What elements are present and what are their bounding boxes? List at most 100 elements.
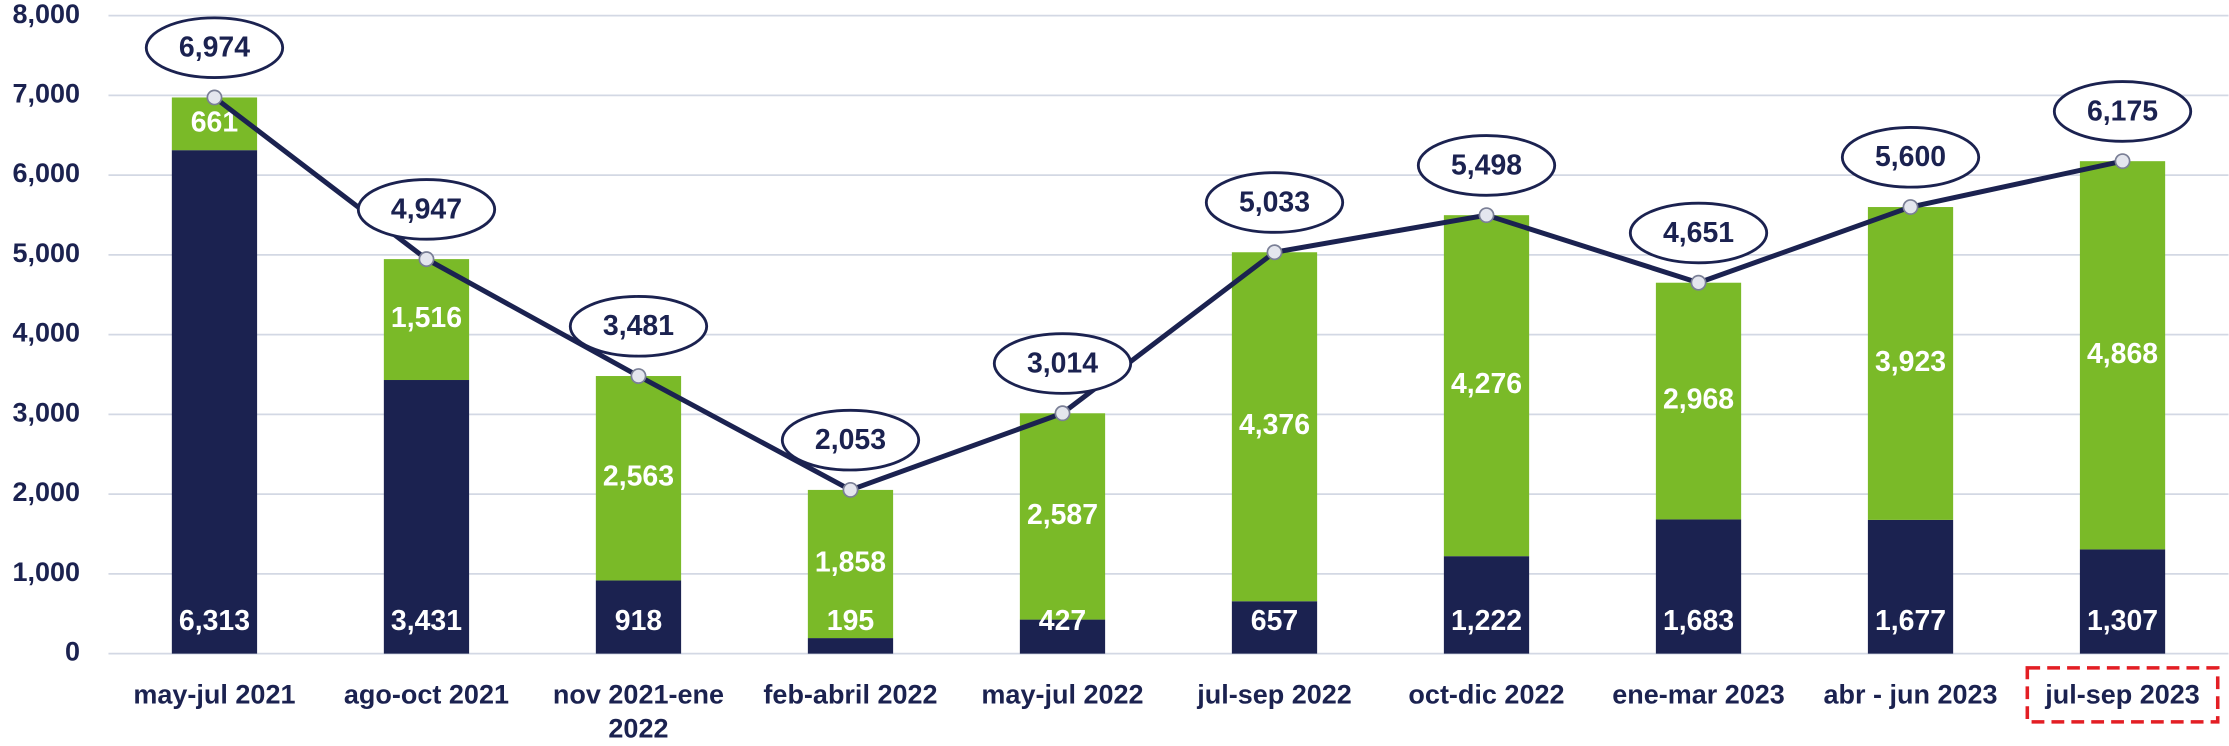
bar-value-label: 1,683 [1663, 605, 1734, 637]
total-label-bubble [1840, 126, 1981, 189]
total-label-bubble [1416, 134, 1557, 197]
x-tick-label-box: oct-dic 2022 [1408, 680, 1565, 711]
bar-segment [1443, 556, 1530, 654]
x-tick-label: jul-sep 2022 [1197, 680, 1352, 711]
x-tick-label-box: feb-abril 2022 [763, 680, 938, 711]
total-label-bubble [780, 408, 921, 472]
total-label-bubble [1628, 201, 1769, 265]
x-tick-label: may-jul 2021 [133, 680, 296, 711]
total-label: 5,600 [1875, 141, 1946, 173]
bar-segment [171, 97, 258, 151]
line-point [1054, 405, 1071, 422]
bar-segment [2079, 549, 2166, 654]
total-label: 3,481 [603, 310, 674, 342]
bar-value-label: 3,923 [1875, 346, 1946, 378]
bar-segment [595, 376, 682, 581]
total-label: 5,498 [1451, 149, 1522, 181]
total-label: 6,175 [2087, 95, 2158, 127]
line-point [418, 251, 435, 268]
x-tick-label: ene-mar 2023 [1612, 680, 1785, 711]
total-label: 2,053 [815, 424, 886, 456]
x-tick-label: feb-abril 2022 [763, 680, 938, 711]
y-tick-label: 6,000 [13, 158, 81, 188]
line-point [1478, 207, 1495, 224]
bar-value-label: 1,677 [1875, 605, 1946, 637]
x-tick-label: abr - jun 2023 [1823, 680, 1998, 711]
y-tick-label: 1,000 [13, 557, 81, 587]
y-tick-label: 4,000 [13, 318, 81, 348]
y-tick-label: 2,000 [13, 477, 81, 507]
bar-value-label: 427 [1039, 605, 1086, 637]
bar-segment [383, 259, 470, 381]
highlight-box [2025, 666, 2220, 724]
bar-value-label: 195 [827, 605, 874, 637]
x-tick-label-box: jul-sep 2022 [1197, 680, 1352, 711]
line-point [1902, 199, 1919, 215]
total-label: 3,014 [1027, 347, 1098, 379]
y-tick-label: 5,000 [13, 238, 81, 268]
x-tick-label: oct-dic 2022 [1408, 680, 1565, 711]
bar-value-label: 1,307 [2087, 605, 2158, 637]
total-label-bubble [356, 178, 497, 241]
bar-value-label: 657 [1251, 605, 1298, 637]
x-tick-label: jul-sep 2023 [2045, 680, 2200, 711]
bar-segment [1443, 215, 1530, 557]
total-label-bubble [992, 332, 1133, 395]
line-point [2114, 153, 2131, 170]
bar-value-label: 2,968 [1663, 384, 1734, 416]
line-point [630, 368, 647, 384]
total-line [212, 95, 2124, 493]
bar-value-label: 6,313 [179, 605, 250, 637]
y-tick-label: 7,000 [13, 79, 81, 109]
total-label-bubble [144, 16, 285, 79]
y-tick-label: 8,000 [13, 0, 81, 29]
y-tick-label: 3,000 [13, 398, 81, 428]
bar-segment [807, 489, 894, 639]
bar-value-label: 1,858 [815, 546, 886, 578]
bar-segment [171, 150, 258, 654]
bar-segment [807, 638, 894, 654]
x-tick-label: ago-oct 2021 [343, 680, 509, 711]
bar-segment [1231, 601, 1318, 654]
x-tick-label-box: nov 2021-ene 2022 [552, 680, 725, 745]
x-tick-label-box: ago-oct 2021 [343, 680, 509, 711]
x-tick-label-box: jul-sep 2023 [2045, 680, 2200, 711]
total-label-bubble [568, 295, 709, 358]
line-point [1266, 244, 1283, 261]
x-tick-label: may-jul 2022 [981, 680, 1144, 711]
line-point [842, 481, 859, 498]
bar-value-label: 4,376 [1239, 409, 1310, 441]
total-label: 4,651 [1663, 217, 1734, 249]
total-label: 5,033 [1239, 186, 1310, 218]
bar-value-label: 1,516 [391, 302, 462, 334]
x-tick-label-box: abr - jun 2023 [1823, 680, 1998, 711]
bar-segment [1655, 282, 1742, 520]
bar-value-label: 918 [615, 605, 662, 637]
total-label-bubble [2052, 80, 2193, 143]
bar-value-label: 4,276 [1451, 368, 1522, 400]
bar-value-label: 1,222 [1451, 605, 1522, 637]
bar-segment [1019, 413, 1106, 620]
bar-segment [1867, 207, 1954, 520]
bar-value-label: 2,563 [603, 461, 674, 493]
bar-segment [383, 380, 470, 654]
y-tick-label: 0 [65, 637, 80, 667]
bar-segment [595, 580, 682, 654]
line-point [1690, 274, 1707, 291]
total-label: 6,974 [179, 32, 250, 64]
x-tick-label-box: ene-mar 2023 [1612, 680, 1785, 711]
bar-value-label: 3,431 [391, 605, 462, 637]
bar-segment [1019, 619, 1106, 654]
bar-value-label: 4,868 [2087, 338, 2158, 370]
line-point [206, 89, 223, 106]
bar-segment [1867, 519, 1954, 654]
x-tick-label-box: may-jul 2021 [133, 680, 296, 711]
x-tick-label-box: may-jul 2022 [981, 680, 1144, 711]
bar-value-label: 2,587 [1027, 499, 1098, 531]
total-label-bubble [1204, 171, 1345, 234]
bar-segment [1231, 252, 1318, 602]
x-tick-label: nov 2021-ene 2022 [552, 680, 725, 745]
total-label: 4,947 [391, 193, 462, 225]
bar-segment [1655, 519, 1742, 654]
